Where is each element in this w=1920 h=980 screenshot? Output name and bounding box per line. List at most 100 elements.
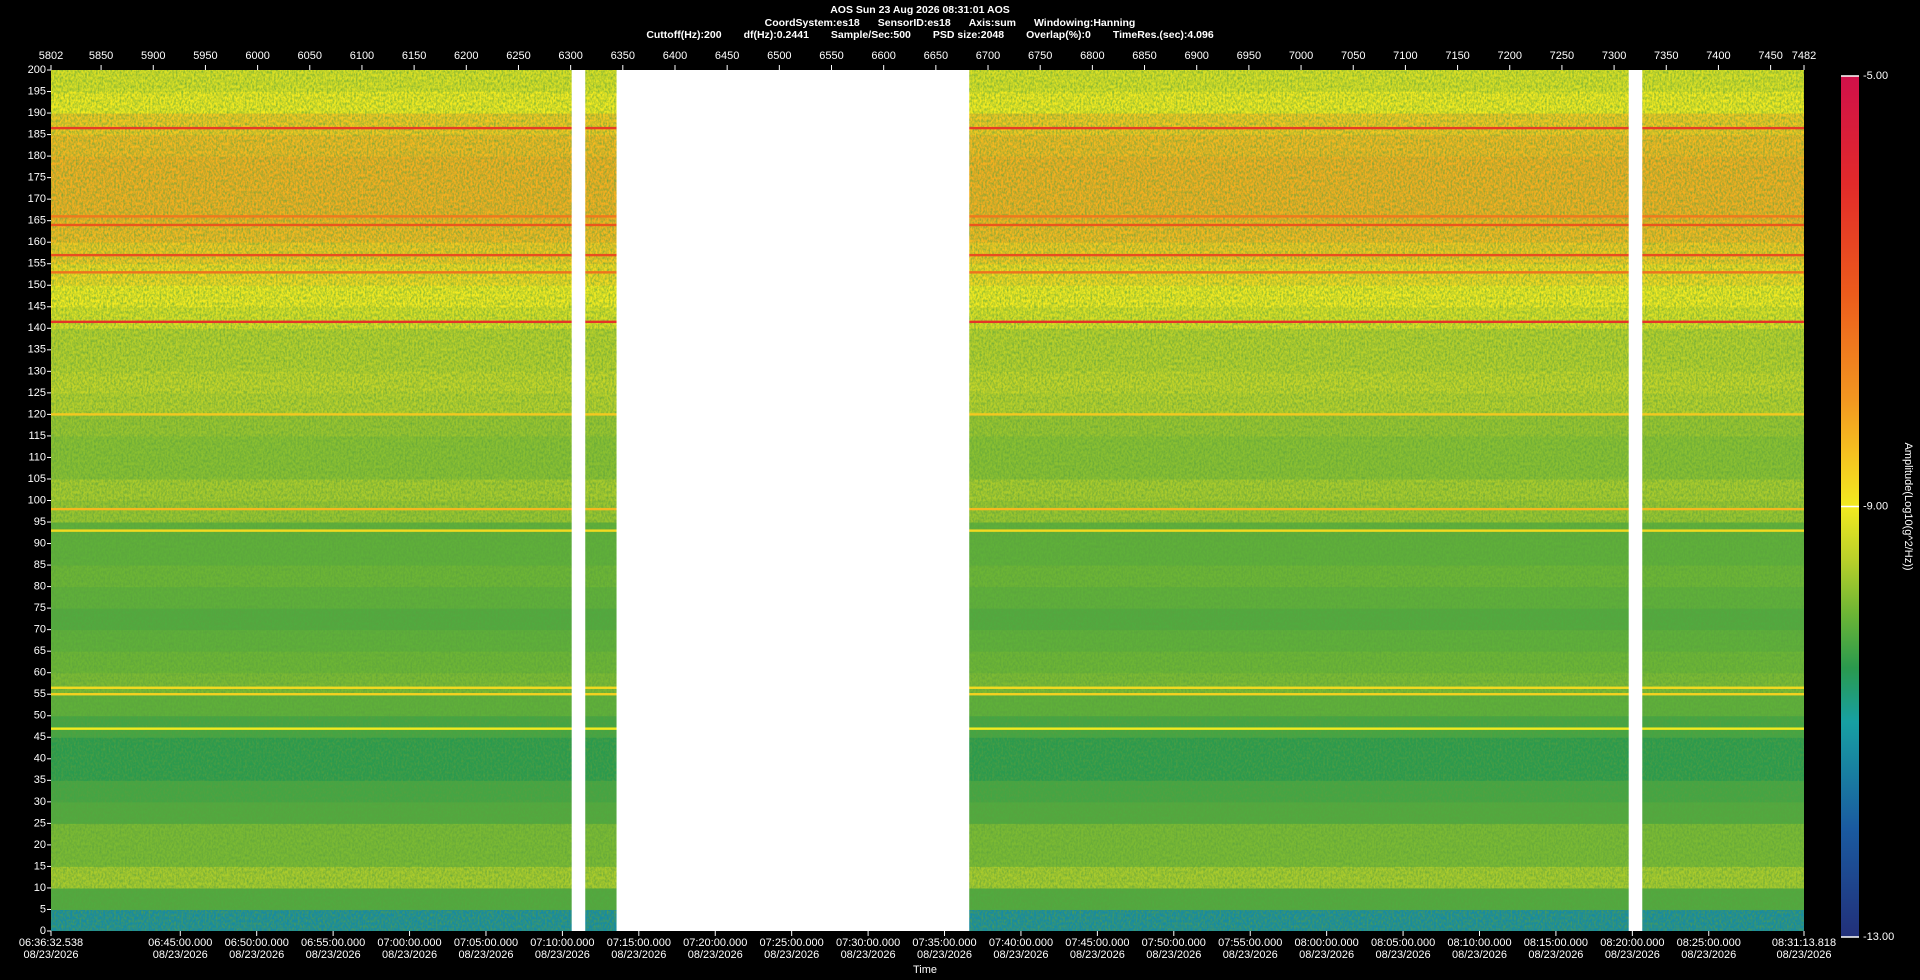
x-tick-label: 6650 xyxy=(924,50,948,62)
header: AOS Sun 23 Aug 2026 08:31:01 AOS CoordSy… xyxy=(0,4,1840,42)
data-gap xyxy=(571,70,586,931)
x2-tick-date: 08/23/2026 xyxy=(306,949,361,961)
y-tick-label: 85 xyxy=(34,559,46,571)
info-item: PSD size:2048 xyxy=(932,29,1005,41)
y-tick-label: 70 xyxy=(34,624,46,636)
y-tick-label: 0 xyxy=(40,925,46,937)
y-tick-label: 15 xyxy=(34,860,46,872)
y-tick-label: 105 xyxy=(28,473,46,485)
x2-tick-date: 08/23/2026 xyxy=(23,949,78,961)
y-tick-label: 100 xyxy=(28,494,46,506)
x2-tick-date: 08/23/2026 xyxy=(535,949,590,961)
x2-tick-label: 08:31:13.818 xyxy=(1772,937,1836,949)
x2-tick-date: 08/23/2026 xyxy=(1681,949,1736,961)
x2-tick-label: 07:55:00.000 xyxy=(1218,937,1282,949)
x-tick-label: 7250 xyxy=(1550,50,1574,62)
x2-tick-date: 08/23/2026 xyxy=(841,949,896,961)
x-tick-label: 5802 xyxy=(39,50,63,62)
x2-tick-label: 06:36:32.538 xyxy=(19,937,83,949)
x-tick-label: 6450 xyxy=(715,50,739,62)
y-tick-label: 185 xyxy=(28,128,46,140)
x2-tick-date: 08/23/2026 xyxy=(153,949,208,961)
x-tick-label: 6150 xyxy=(402,50,426,62)
x-tick-label: 6200 xyxy=(454,50,478,62)
y-tick-label: 150 xyxy=(28,279,46,291)
x2-tick-date: 08/23/2026 xyxy=(458,949,513,961)
x-tick-label: 6250 xyxy=(506,50,530,62)
data-gap xyxy=(616,70,970,931)
data-gap xyxy=(1628,70,1643,931)
y-tick-label: 140 xyxy=(28,322,46,334)
colorbar-label: Amplitude(Log10(g^2/Hz)) xyxy=(1902,442,1914,570)
x2-tick-label: 07:25:00.000 xyxy=(760,937,824,949)
info-row: Cuttoff(Hz):200 df(Hz):0.2441 Sample/Sec:5… xyxy=(0,29,1840,42)
y-tick-label: 120 xyxy=(28,408,46,420)
x2-tick-date: 08/23/2026 xyxy=(1776,949,1831,961)
y-tick-label: 170 xyxy=(28,193,46,205)
x-tick-label: 6500 xyxy=(767,50,791,62)
x2-tick-label: 08:10:00.000 xyxy=(1447,937,1511,949)
info-item: TimeRes.(sec):4.096 xyxy=(1112,29,1214,41)
x2-tick-label: 07:35:00.000 xyxy=(912,937,976,949)
x2-tick-date: 08/23/2026 xyxy=(764,949,819,961)
x2-tick-label: 07:15:00.000 xyxy=(607,937,671,949)
x2-tick-label: 08:05:00.000 xyxy=(1371,937,1435,949)
x2-tick-label: 06:45:00.000 xyxy=(148,937,212,949)
y-tick-label: 125 xyxy=(28,387,46,399)
x-tick-label: 6550 xyxy=(819,50,843,62)
x2-tick-date: 08/23/2026 xyxy=(1299,949,1354,961)
x2-tick-date: 08/23/2026 xyxy=(1605,949,1660,961)
y-tick-label: 80 xyxy=(34,581,46,593)
x2-tick-date: 08/23/2026 xyxy=(1452,949,1507,961)
info-item: Axis:sum xyxy=(968,16,1016,29)
y-tick-label: 95 xyxy=(34,516,46,528)
info-item: SensorID:es18 xyxy=(877,16,951,29)
y-tick-label: 50 xyxy=(34,710,46,722)
x2-tick-date: 08/23/2026 xyxy=(1070,949,1125,961)
y-tick-label: 135 xyxy=(28,344,46,356)
x-tick-label: 7050 xyxy=(1341,50,1365,62)
x2-tick-label: 08:15:00.000 xyxy=(1524,937,1588,949)
x-tick-label: 7150 xyxy=(1445,50,1469,62)
colorbar-tick-label: -13.00 xyxy=(1863,931,1894,943)
x2-tick-date: 08/23/2026 xyxy=(382,949,437,961)
x2-tick-label: 08:25:00.000 xyxy=(1677,937,1741,949)
x-tick-label: 7482 xyxy=(1792,50,1816,62)
info-item: df(Hz):0.2441 xyxy=(743,29,809,41)
x2-tick-date: 08/23/2026 xyxy=(993,949,1048,961)
x2-tick-date: 08/23/2026 xyxy=(611,949,666,961)
x2-tick-label: 07:10:00.000 xyxy=(530,937,594,949)
x-tick-label: 6400 xyxy=(663,50,687,62)
x2-tick-date: 08/23/2026 xyxy=(1528,949,1583,961)
y-tick-label: 155 xyxy=(28,258,46,270)
x2-tick-label: 06:55:00.000 xyxy=(301,937,365,949)
x2-tick-label: 08:20:00.000 xyxy=(1600,937,1664,949)
x-tick-label: 6750 xyxy=(1028,50,1052,62)
y-tick-label: 25 xyxy=(34,817,46,829)
x-tick-label: 7400 xyxy=(1706,50,1730,62)
y-tick-label: 40 xyxy=(34,753,46,765)
y-tick-label: 165 xyxy=(28,215,46,227)
y-tick-label: 145 xyxy=(28,301,46,313)
y-tick-label: 20 xyxy=(34,839,46,851)
x2-tick-label: 08:00:00.000 xyxy=(1295,937,1359,949)
y-tick-label: 10 xyxy=(34,882,46,894)
x2-tick-date: 08/23/2026 xyxy=(1146,949,1201,961)
y-tick-label: 160 xyxy=(28,236,46,248)
x-tick-label: 6000 xyxy=(245,50,269,62)
x-tick-label: 6850 xyxy=(1132,50,1156,62)
x-tick-label: 7450 xyxy=(1758,50,1782,62)
info-item: CoordSystem:es18 xyxy=(764,16,860,29)
x-tick-label: 6950 xyxy=(1237,50,1261,62)
y-tick-label: 110 xyxy=(28,451,46,463)
y-tick-label: 55 xyxy=(34,688,46,700)
x-tick-label: 7200 xyxy=(1498,50,1522,62)
info-item: Sample/Sec:500 xyxy=(830,29,911,41)
x2-tick-label: 07:40:00.000 xyxy=(989,937,1053,949)
y-tick-label: 130 xyxy=(28,365,46,377)
x-tick-label: 6600 xyxy=(871,50,895,62)
x-tick-label: 7100 xyxy=(1393,50,1417,62)
title-row: AOS Sun 23 Aug 2026 08:31:01 AOS xyxy=(0,4,1840,17)
